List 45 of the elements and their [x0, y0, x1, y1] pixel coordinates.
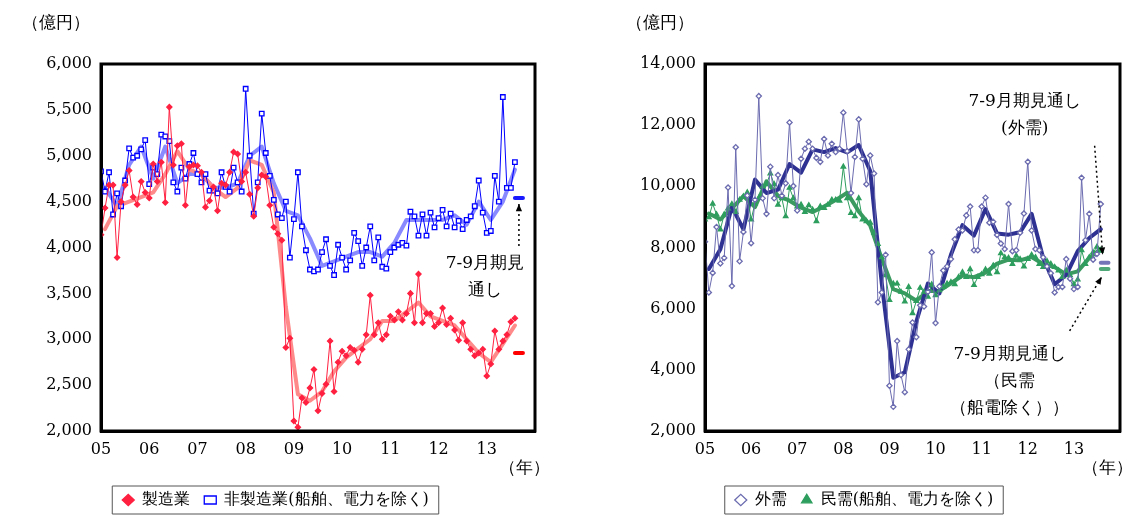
- y-tick-label: 12,000: [640, 114, 696, 134]
- x-tick-label: 09: [879, 438, 900, 458]
- x-tick-label: 05: [90, 438, 112, 458]
- y-tick-label: 10,000: [640, 175, 696, 195]
- y-tick-label: 6,000: [46, 53, 92, 73]
- y-tick-label: 2,500: [46, 374, 92, 394]
- x-tick-label: 08: [833, 438, 854, 458]
- x-tick-label: 07: [787, 438, 808, 458]
- y-tick-label: 4,500: [46, 190, 92, 210]
- x-tick-label: 13: [1063, 438, 1085, 458]
- legend-label: 民需(船舶、電力を除く): [820, 489, 994, 509]
- y-tick-label: 3,000: [46, 328, 92, 348]
- y-tick-label: 4,000: [650, 358, 696, 378]
- y-tick-label: 2,000: [650, 420, 696, 440]
- x-axis-title: （年）: [499, 457, 550, 478]
- x-tick-label: 06: [740, 438, 762, 458]
- y-tick-label: 3,500: [46, 282, 92, 302]
- x-tick-label: 08: [235, 438, 256, 458]
- annotation: 7-9月期見通し: [445, 251, 525, 299]
- x-tick-label: 07: [187, 438, 208, 458]
- x-tick-label: 12: [1017, 438, 1038, 458]
- x-tick-label: 06: [139, 438, 160, 458]
- x-tick-label: 05: [694, 438, 716, 458]
- legend-label: 外需: [754, 489, 787, 509]
- y-axis-title: （億円）: [626, 12, 694, 33]
- y-tick-label: 5,000: [46, 144, 92, 164]
- x-tick-label: 12: [428, 438, 449, 458]
- y-tick-label: 8,000: [650, 236, 696, 256]
- x-tick-label: 11: [380, 438, 401, 458]
- x-tick-label: 10: [925, 438, 946, 458]
- y-tick-label: 14,000: [640, 53, 696, 73]
- legend-label: 製造業: [142, 489, 191, 509]
- annotation: 7-9月期見通し（民需（船電除く））: [950, 342, 1070, 417]
- y-axis-title: （億円）: [22, 12, 90, 33]
- annotation: 7-9月期見通し(外需): [968, 89, 1081, 137]
- y-tick-label: 2,000: [46, 420, 92, 440]
- x-axis-title: （年）: [1082, 457, 1133, 478]
- x-tick-label: 11: [971, 438, 992, 458]
- y-tick-label: 4,000: [46, 236, 92, 256]
- x-tick-label: 10: [331, 438, 353, 458]
- legend-label: 非製造業(船舶、電力を除く): [224, 489, 429, 509]
- y-tick-label: 6,000: [650, 297, 696, 317]
- x-tick-label: 09: [283, 438, 305, 458]
- y-tick-label: 5,500: [46, 99, 92, 119]
- x-tick-label: 13: [476, 438, 497, 458]
